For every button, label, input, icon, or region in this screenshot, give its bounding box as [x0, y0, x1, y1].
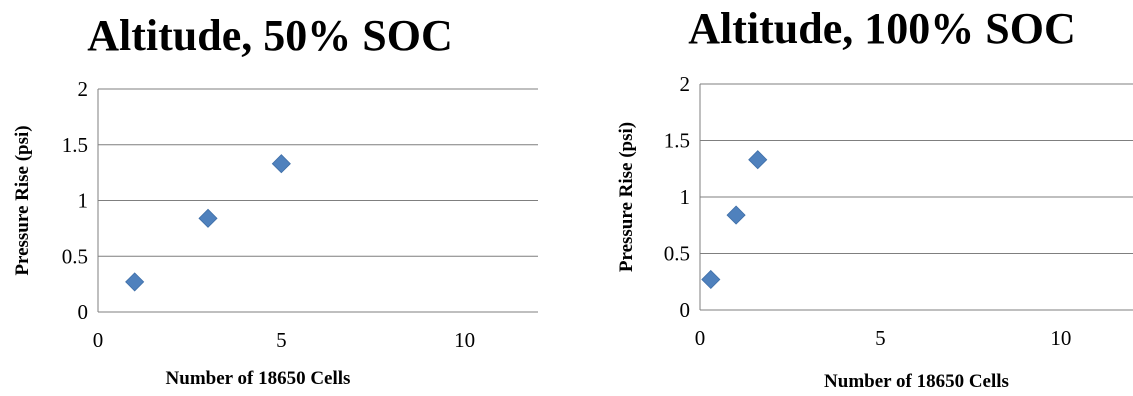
scatter-plot-50-soc: Altitude, 50% SOC Number of 18650 Cells …	[12, 11, 538, 389]
y-axis-label: Pressure Rise (psi)	[616, 122, 637, 272]
x-tick-label: 5	[276, 328, 287, 352]
data-point	[748, 150, 768, 170]
y-tick-label: 1	[680, 185, 691, 209]
x-tick-label: 5	[875, 326, 886, 350]
y-tick-label: 0.5	[664, 242, 690, 266]
y-tick-label: 2	[680, 72, 691, 96]
chart-title: Altitude, 100% SOC	[688, 4, 1075, 53]
data-point	[271, 154, 291, 174]
y-tick-label: 0.5	[62, 244, 88, 268]
x-axis-label: Number of 18650 Cells	[166, 368, 351, 389]
data-point	[726, 205, 746, 225]
y-tick-label: 0	[78, 300, 89, 324]
y-tick-label: 0	[680, 298, 691, 322]
y-axis-label: Pressure Rise (psi)	[12, 125, 33, 275]
data-point	[198, 208, 218, 228]
x-axis-label: Number of 18650 Cells	[824, 371, 1009, 392]
x-tick-label: 10	[1050, 326, 1071, 350]
y-tick-label: 1.5	[62, 133, 88, 157]
x-tick-label: 10	[454, 328, 475, 352]
y-tick-label: 1.5	[664, 129, 690, 153]
data-point	[125, 272, 145, 292]
data-point	[701, 269, 721, 290]
chart-altitude-50-soc: Altitude, 50% SOC Number of 18650 Cells …	[0, 0, 560, 396]
x-tick-label: 0	[695, 326, 706, 350]
chart-altitude-100-soc: Altitude, 100% SOC Number of 18650 Cells…	[600, 0, 1133, 396]
y-tick-label: 2	[78, 77, 89, 101]
y-tick-label: 1	[78, 189, 89, 213]
scatter-plot-100-soc: Altitude, 100% SOC Number of 18650 Cells…	[616, 4, 1133, 392]
chart-title: Altitude, 50% SOC	[87, 11, 452, 60]
x-tick-label: 0	[93, 328, 104, 352]
